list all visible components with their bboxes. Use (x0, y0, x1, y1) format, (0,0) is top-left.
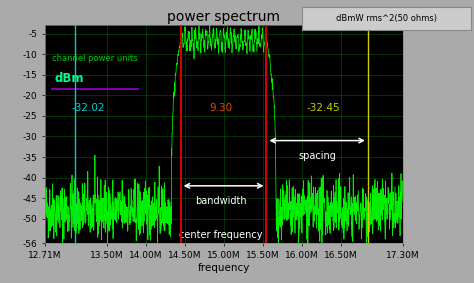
Text: 9.30: 9.30 (210, 103, 233, 113)
Text: spacing: spacing (298, 151, 336, 161)
Text: bandwidth: bandwidth (195, 196, 247, 206)
Text: center frequency: center frequency (180, 230, 263, 240)
Title: power spectrum: power spectrum (167, 10, 281, 24)
Text: -32.45: -32.45 (307, 103, 340, 113)
Text: channel power units: channel power units (52, 54, 137, 63)
Text: dBm: dBm (55, 72, 84, 85)
Text: dBmW rms^2(50 ohms): dBmW rms^2(50 ohms) (336, 14, 437, 23)
X-axis label: frequency: frequency (198, 263, 250, 273)
Text: -32.02: -32.02 (72, 103, 105, 113)
